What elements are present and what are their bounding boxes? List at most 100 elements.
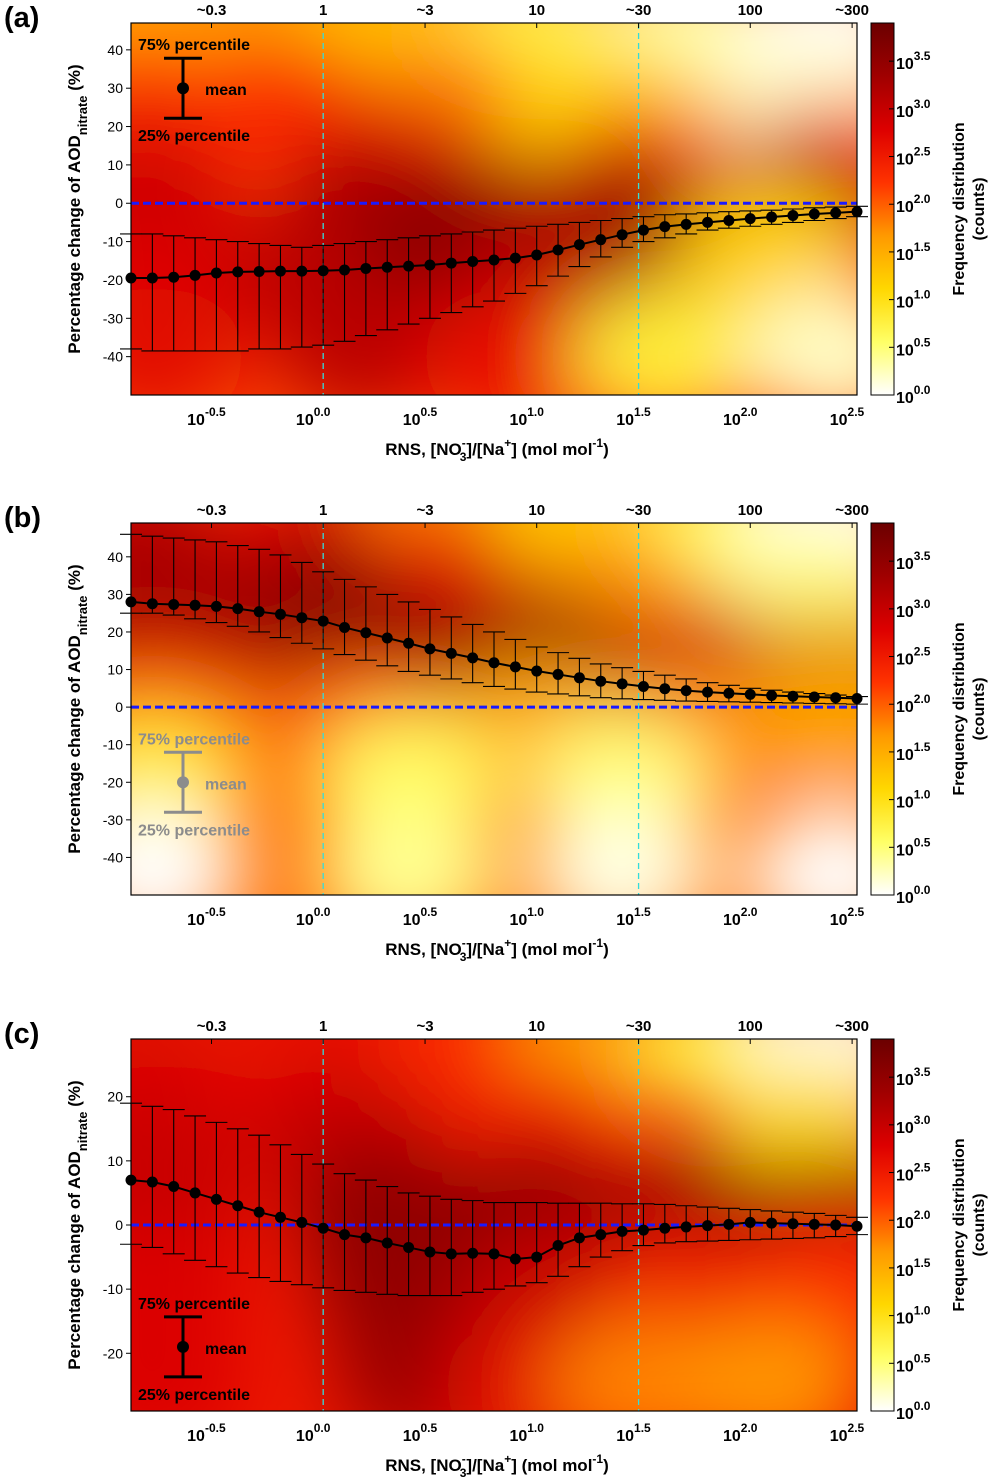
mean-point [552,1240,564,1252]
x-tick-label: 101.0 [509,405,544,429]
mean-point [339,1229,351,1241]
x-label-part: ) [603,940,609,959]
mean-point [317,265,329,277]
top-tick-label: 100 [738,502,763,519]
x-tick-base: 10 [723,912,741,929]
x-tick-base: 10 [403,912,421,929]
mean-point [168,599,180,611]
x-axis-label: RNS, [NO-3]/[Na+] (mol mol-1) [385,936,609,964]
y-tick-label: -30 [103,812,123,828]
x-tick-label: 10-0.5 [187,905,226,929]
legend-mean: mean [205,82,247,99]
colorbar-tick-label: 100.5 [896,1351,931,1375]
x-tick-label: 101.5 [616,1421,651,1445]
colorbar-scale [870,1038,895,1412]
mean-point [317,615,329,627]
x-tick-base: 10 [616,1428,634,1445]
mean-point [253,1206,265,1218]
density-cell [740,286,857,395]
colorbar-tick-base: 10 [896,795,914,812]
x-tick-exponent: 0.5 [420,905,437,919]
panel-label: (c) [4,1018,39,1050]
mean-point [702,1220,714,1232]
mean-point [573,1232,585,1244]
colorbar-tick-label: 103.0 [896,1113,931,1137]
x-tick-label: 100.5 [403,405,438,429]
colorbar-tick-base: 10 [896,747,914,764]
colorbar-scale [870,522,895,896]
mean-point [296,612,308,624]
x-tick-label: 101.5 [616,905,651,929]
colorbar-tick-base: 10 [896,104,914,121]
colorbar-tick-label: 101.5 [896,240,931,264]
mean-point [787,210,799,222]
y-label-main: Percentage change of AOD [65,1151,84,1370]
colorbar-tick-exponent: 3.5 [914,49,931,63]
legend: 75% percentile mean 25% percentile [138,1296,250,1404]
mean-point [146,272,158,284]
x-tick-exponent: 0.0 [314,1421,331,1435]
x-label-part: ]/[Na [466,1456,504,1475]
x-label-part: ]/[Na [466,940,504,959]
x-label-part: ]/[Na [466,440,504,459]
colorbar-tick-base: 10 [896,247,914,264]
mean-point [744,688,756,700]
mean-point [659,221,671,233]
top-tick-label: 100 [738,1018,763,1035]
legend-p75: 75% percentile [138,37,250,54]
top-tick-label: 10 [528,502,545,519]
x-tick-base: 10 [187,912,205,929]
mean-point [723,215,735,227]
x-tick-label: 10-0.5 [187,405,226,429]
y-label-unit: (%) [65,1080,84,1111]
x-tick-label: 102.0 [723,1421,758,1445]
colorbar-tick-exponent: 1.5 [914,1256,931,1270]
mean-point [830,207,842,219]
mean-point [210,267,222,279]
x-label-superscript: + [504,1452,511,1466]
mean-point [253,266,265,278]
mean-point [702,686,714,698]
mean-point [189,1187,201,1199]
y-tick-label: 20 [107,1089,123,1105]
x-tick-exponent: -0.5 [205,905,226,919]
top-tick-label: ~30 [626,2,651,19]
y-tick-label: 10 [107,157,123,173]
y-tick-label: -10 [103,737,123,753]
x-tick-exponent: 1.5 [634,905,651,919]
x-tick-label: 101.0 [509,1421,544,1445]
legend-marker [177,1340,189,1353]
mean-point [360,1232,372,1244]
colorbar-tick-label: 103.5 [896,1065,931,1089]
mean-point [616,229,628,241]
x-tick-label: 100.0 [296,405,331,429]
y-label-unit: (%) [65,564,84,595]
colorbar-tick-label: 103.0 [896,597,931,621]
x-tick-exponent: 2.5 [848,405,865,419]
top-tick-label: ~30 [626,1018,651,1035]
x-tick-base: 10 [296,1428,314,1445]
panel-label: (a) [4,2,39,34]
heatmap [131,523,857,895]
x-tick-exponent: 0.5 [420,1421,437,1435]
x-tick-exponent: 0.0 [314,405,331,419]
y-tick-label: 20 [107,119,123,135]
y-tick-label: 10 [107,1153,123,1169]
mean-point [702,216,714,228]
x-tick-exponent: 0.0 [314,905,331,919]
y-tick-label: 40 [107,42,123,58]
panel-label: (b) [4,502,41,534]
x-tick-base: 10 [187,412,205,429]
y-tick-label: 0 [115,699,123,715]
colorbar-tick-exponent: 0.0 [914,1399,931,1413]
top-tick-label: 1 [319,2,327,19]
x-label-part: ] (mol mol [511,1456,592,1475]
mean-point [445,647,457,659]
top-tick-label: ~3 [416,2,433,19]
y-tick-label: 30 [107,586,123,602]
x-label-subscript: 3 [460,950,467,964]
